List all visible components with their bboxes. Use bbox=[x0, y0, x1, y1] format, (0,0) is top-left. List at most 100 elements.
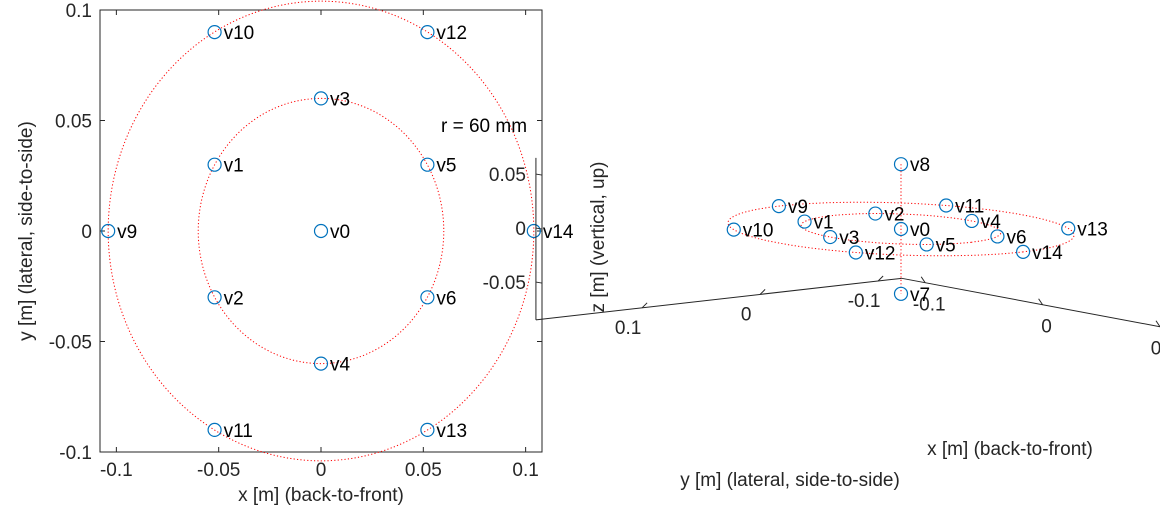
right-point-label: v3 bbox=[839, 228, 859, 249]
left-point-marker bbox=[207, 422, 222, 437]
right-ztick-mark bbox=[535, 227, 543, 230]
left-point-marker bbox=[526, 223, 541, 239]
right-ytick-label: 0 bbox=[741, 304, 752, 325]
left-point-marker bbox=[313, 223, 329, 239]
right-point-label: v11 bbox=[955, 197, 984, 218]
left-ytick-label: 0.05 bbox=[55, 112, 92, 133]
left-point-marker bbox=[420, 290, 435, 305]
right-xtick-label: 0 bbox=[1041, 317, 1052, 338]
right-circle-0 bbox=[800, 212, 1002, 246]
left-point-label: v2 bbox=[224, 288, 244, 309]
right-point-label: v9 bbox=[788, 197, 808, 218]
right-ztick-mark bbox=[535, 173, 543, 176]
right-ztick-label: 0.05 bbox=[489, 165, 526, 186]
left-point-marker bbox=[420, 422, 435, 437]
left-xtick-label: -0.1 bbox=[100, 460, 133, 481]
left-point-label: v10 bbox=[224, 23, 255, 44]
right-point-label: v5 bbox=[936, 235, 956, 256]
right-ztick-label: 0 bbox=[515, 219, 526, 240]
right-point-label: v14 bbox=[1032, 243, 1063, 264]
left-axis-ticks: -0.1 -0.05 0 0.05 0.1 -0.1 -0.05 0 0.05 0.1 bbox=[49, 1, 542, 481]
left-point-marker bbox=[207, 24, 222, 40]
right-point-marker bbox=[919, 237, 934, 252]
left-point-label: v0 bbox=[330, 222, 350, 243]
left-axes-box bbox=[99, 9, 543, 453]
right-x-axis-label: x [m] (back-to-front) bbox=[927, 439, 1093, 460]
left-xtick-label: 0 bbox=[316, 460, 327, 481]
right-point-label: v1 bbox=[814, 213, 834, 234]
right-xtick-mark bbox=[1155, 320, 1160, 327]
right-xtick-label: -0.1 bbox=[913, 295, 946, 316]
right-xtick-mark bbox=[1038, 298, 1044, 305]
right-point-marker bbox=[868, 206, 883, 221]
right-axes-lines bbox=[535, 157, 1160, 328]
right-point-marker bbox=[726, 222, 741, 237]
left-point-marker bbox=[313, 91, 329, 106]
left-ytick-label: -0.05 bbox=[49, 333, 92, 354]
left-y-axis-label: y [m] (lateral, side-to-side) bbox=[16, 121, 37, 341]
right-ytick-label: 0.1 bbox=[615, 318, 641, 339]
left-point-marker bbox=[420, 24, 435, 40]
right-point-label: v8 bbox=[910, 155, 930, 176]
right-y-axis-label: y [m] (lateral, side-to-side) bbox=[680, 470, 900, 491]
left-point-label: v5 bbox=[436, 156, 456, 177]
left-x-axis-label: x [m] (back-to-front) bbox=[238, 485, 404, 506]
left-point-marker bbox=[420, 157, 435, 172]
left-point-marker bbox=[207, 290, 222, 305]
left-circle-0 bbox=[197, 97, 445, 365]
right-point-marker bbox=[893, 286, 909, 301]
right-ztick-label: -0.05 bbox=[483, 273, 526, 294]
right-x-axis-line bbox=[901, 277, 1160, 328]
left-point-label: v4 bbox=[330, 355, 351, 376]
left-ytick-label: 0 bbox=[81, 222, 92, 243]
right-axis-ticks: -0.05 0 0.05 -0.1 0 0.1 -0.1 0 0.1 bbox=[483, 165, 1160, 360]
right-point-marker bbox=[893, 221, 909, 237]
left-xtick-label: -0.05 bbox=[197, 460, 240, 481]
right-ytick-mark bbox=[877, 275, 884, 282]
right-ytick-mark bbox=[641, 302, 648, 309]
left-xtick-label: 0.1 bbox=[512, 460, 538, 481]
right-point-marker bbox=[771, 199, 787, 214]
right-point-marker bbox=[990, 229, 1005, 244]
left-point-marker bbox=[313, 356, 329, 371]
right-xtick-label: 0.1 bbox=[1151, 339, 1160, 360]
right-point-label: v7 bbox=[910, 285, 930, 306]
left-point-marker bbox=[207, 157, 222, 172]
left-point-label: v9 bbox=[117, 222, 137, 243]
radius-annotation: r = 60 mm bbox=[441, 116, 527, 137]
right-ztick-mark bbox=[535, 281, 543, 284]
right-point-label: v13 bbox=[1077, 219, 1108, 240]
right-z-axis-label: z [m] (vertical, up) bbox=[588, 162, 609, 313]
right-point-marker bbox=[1015, 244, 1031, 259]
left-point-marker bbox=[101, 223, 116, 239]
left-point-label: v6 bbox=[436, 288, 456, 309]
right-circle-1 bbox=[727, 201, 1075, 257]
left-circle-1 bbox=[107, 0, 535, 462]
right-point-marker bbox=[964, 213, 979, 229]
right-point-label: v6 bbox=[1006, 227, 1026, 248]
left-point-label: v12 bbox=[436, 23, 467, 44]
left-reference-circles bbox=[107, 0, 535, 462]
right-ytick-label: -0.1 bbox=[848, 291, 881, 312]
right-ytick-mark bbox=[759, 289, 766, 295]
right-point-marker bbox=[939, 198, 954, 213]
left-data-points: v0 v1 v2 v3 v4 v5 v6 v9 v10 v11 v12 v13 v14 bbox=[101, 23, 574, 442]
left-point-label: v11 bbox=[224, 421, 253, 442]
left-point-label: v1 bbox=[224, 156, 244, 177]
left-point-label: v3 bbox=[330, 89, 350, 110]
left-point-label: v13 bbox=[436, 421, 467, 442]
right-point-label: v12 bbox=[865, 244, 896, 265]
right-point-marker bbox=[1061, 221, 1076, 236]
right-point-marker bbox=[797, 214, 812, 229]
right-point-label: v4 bbox=[981, 212, 1002, 233]
right-data-points: v0 v1 v2 v3 v4 v5 v6 v7 v8 v9 v10 v11 v12 v13 v14 bbox=[726, 155, 1108, 306]
left-ytick-label: -0.1 bbox=[59, 443, 92, 464]
right-point-marker bbox=[848, 245, 863, 260]
right-point-marker bbox=[823, 229, 838, 245]
left-point-label: v14 bbox=[543, 222, 574, 243]
left-ytick-label: 0.1 bbox=[66, 1, 92, 22]
right-xtick-mark bbox=[920, 276, 926, 283]
